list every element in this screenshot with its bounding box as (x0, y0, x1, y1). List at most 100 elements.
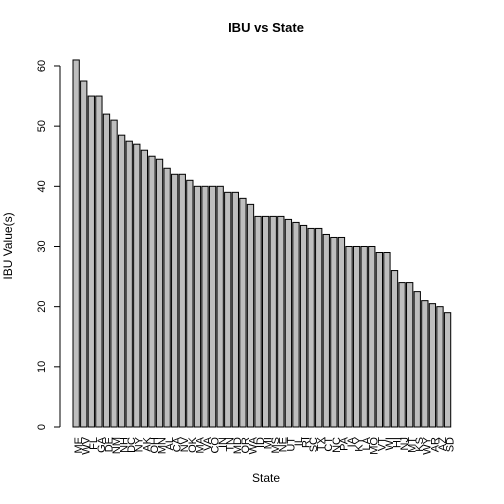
bar (216, 185, 224, 428)
y-tick-label: 60 (36, 60, 48, 72)
x-tick-label: IN (217, 437, 229, 448)
x-tick-label: TN (225, 437, 237, 452)
x-tick-label: UT (285, 437, 297, 452)
y-tick-label: 0 (36, 424, 48, 430)
y-tick-label: 30 (36, 240, 48, 252)
y-axis-label: IBU Value(s) (1, 212, 15, 279)
x-tick-label: CA (172, 436, 184, 452)
bar (443, 312, 452, 428)
bar (163, 167, 171, 428)
bar (299, 224, 308, 428)
x-tick-label: NH (119, 437, 131, 453)
bar (193, 185, 202, 428)
x-tick-label: AL (164, 437, 176, 450)
x-tick-label: IA (346, 436, 358, 447)
bar (201, 185, 209, 428)
x-tick-label: AK (141, 436, 153, 451)
x-tick-label: NV (179, 436, 191, 452)
x-tick-label: LA (361, 436, 373, 450)
bar (284, 218, 293, 428)
bar (375, 252, 384, 428)
x-tick-label: OK (187, 436, 199, 453)
bar (208, 185, 217, 428)
bar (246, 203, 255, 428)
x-tick-label: GA (96, 436, 108, 453)
x-tick-label: NC (331, 437, 343, 453)
bar (95, 95, 103, 428)
bar (277, 215, 285, 428)
x-tick-label: RI (300, 437, 312, 448)
x-tick-label: FL (88, 437, 100, 450)
x-tick-label: MN (156, 437, 168, 454)
bar (110, 119, 118, 428)
bar (421, 300, 429, 428)
x-tick-label: HI (391, 437, 403, 448)
x-tick-label: DC (126, 437, 138, 453)
x-tick-label: VA (202, 436, 214, 451)
bar (262, 215, 270, 428)
x-tick-label: AR (429, 437, 441, 452)
bar (390, 270, 399, 428)
bar (171, 173, 179, 428)
x-tick-label: TX (316, 436, 328, 451)
x-tick-label: KY (354, 436, 366, 451)
bar (406, 282, 414, 428)
bar (436, 306, 444, 428)
x-tick-label: MA (194, 436, 206, 453)
x-tick-label: WV (81, 436, 93, 454)
bar (292, 221, 300, 428)
bar (72, 59, 80, 428)
bar (322, 233, 330, 428)
bar (224, 191, 232, 428)
bar (337, 236, 346, 428)
bar (383, 252, 391, 428)
bar (186, 179, 194, 428)
bar (254, 215, 262, 428)
bar (269, 215, 277, 428)
x-tick-label: OH (149, 437, 161, 454)
x-tick-label: PA (338, 436, 350, 451)
bar (125, 140, 133, 428)
bar (428, 303, 437, 428)
y-tick-label: 40 (36, 180, 48, 192)
x-tick-label: OR (240, 437, 252, 454)
bar (330, 236, 338, 428)
bar (178, 173, 186, 428)
x-tick-label: MI (263, 437, 275, 449)
x-tick-label: AZ (437, 437, 449, 451)
bar (360, 245, 368, 428)
x-tick-label: MT (407, 437, 419, 453)
y-tick-label: 20 (36, 301, 48, 313)
bar (133, 143, 141, 428)
x-tick-label: NM (111, 437, 123, 454)
bar (148, 155, 156, 428)
x-tick-label: CT (323, 437, 335, 452)
x-tick-label: MO (369, 437, 381, 455)
bar (80, 80, 88, 428)
x-tick-label: CO (209, 437, 221, 454)
x-tick-label: MS (270, 437, 282, 454)
y-tick-label: 50 (36, 120, 48, 132)
bar (398, 282, 406, 428)
chart-title: IBU vs State (228, 20, 304, 35)
x-tick-label: WY (422, 436, 434, 454)
x-tick-label: NE (278, 437, 290, 452)
x-tick-label: MD (232, 437, 244, 454)
x-tick-label: DE (103, 437, 115, 452)
bar (117, 134, 126, 428)
bar (140, 149, 149, 428)
bar (102, 113, 111, 428)
x-axis-label: State (252, 471, 280, 485)
x-tick-label: NY (134, 436, 146, 452)
bar (315, 227, 323, 428)
bar (352, 245, 361, 428)
bar (155, 158, 164, 428)
bar (345, 245, 353, 428)
bar (413, 291, 421, 428)
x-tick-label: SD (444, 437, 456, 452)
x-tick-label: KS (414, 437, 426, 452)
x-tick-label: IL (293, 437, 305, 446)
x-tick-label: ME (73, 437, 85, 454)
bar (307, 227, 315, 428)
x-tick-label: NJ (399, 437, 411, 450)
